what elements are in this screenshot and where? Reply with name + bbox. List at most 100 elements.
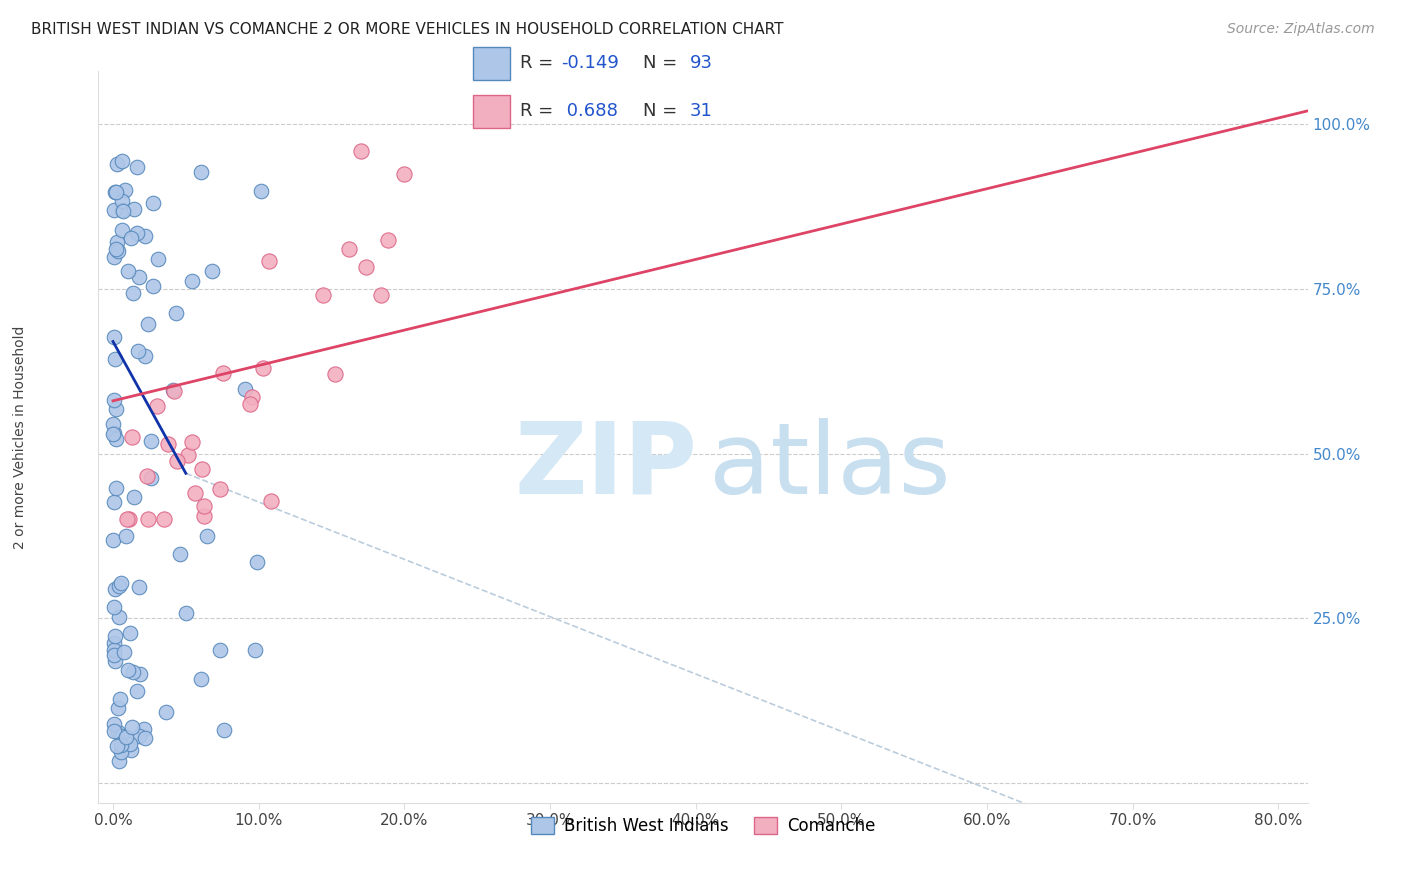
Point: [128, 270, 150, 285]
Point: [174, 607, 197, 621]
Point: [193, 500, 215, 514]
Point: [104, 582, 127, 596]
Point: [233, 382, 256, 396]
Point: [104, 185, 127, 199]
Point: [136, 317, 159, 331]
Point: [181, 274, 204, 288]
Point: [103, 635, 125, 649]
Point: [257, 253, 280, 268]
Point: [107, 579, 129, 593]
Point: [163, 384, 186, 398]
Point: [128, 581, 150, 595]
Point: [127, 684, 149, 698]
Text: Source: ZipAtlas.com: Source: ZipAtlas.com: [1227, 22, 1375, 37]
Point: [190, 672, 212, 686]
Point: [243, 643, 266, 657]
Point: [260, 494, 283, 508]
Point: [184, 485, 207, 500]
Text: 31: 31: [690, 102, 713, 120]
Point: [117, 264, 139, 278]
Point: [107, 700, 129, 714]
Point: [239, 397, 262, 411]
Text: N =: N =: [644, 102, 683, 120]
Point: [103, 724, 125, 739]
Point: [181, 434, 204, 449]
Point: [112, 203, 135, 218]
Point: [337, 242, 360, 256]
Point: [128, 729, 150, 743]
Point: [105, 235, 128, 249]
Point: [122, 490, 145, 504]
Point: [177, 448, 200, 462]
Point: [118, 512, 141, 526]
Point: [103, 203, 125, 218]
Text: ZIP: ZIP: [515, 417, 697, 515]
Point: [114, 183, 136, 197]
Point: [122, 202, 145, 217]
Point: [155, 706, 177, 720]
Point: [114, 529, 136, 543]
Point: [139, 434, 162, 448]
Point: [110, 576, 132, 591]
Point: [165, 306, 187, 320]
Point: [105, 185, 128, 199]
Point: [162, 383, 184, 397]
Point: [110, 729, 132, 743]
Point: [110, 692, 132, 706]
Point: [193, 509, 215, 524]
Point: [103, 425, 125, 440]
Point: [370, 288, 392, 302]
Point: [115, 731, 138, 745]
Point: [191, 461, 214, 475]
Point: [125, 160, 148, 174]
Point: [101, 427, 124, 442]
Point: [252, 360, 274, 375]
Point: [214, 723, 236, 738]
Text: R =: R =: [520, 102, 558, 120]
Point: [103, 642, 125, 657]
Point: [103, 716, 125, 731]
Point: [392, 167, 415, 181]
Point: [120, 737, 142, 751]
Text: R =: R =: [520, 54, 558, 72]
Point: [103, 251, 125, 265]
Text: N =: N =: [644, 54, 683, 72]
Point: [111, 194, 134, 208]
Point: [104, 242, 127, 256]
Point: [103, 599, 125, 614]
Point: [108, 610, 131, 624]
Point: [107, 244, 129, 258]
Point: [101, 533, 124, 547]
Point: [104, 655, 127, 669]
Point: [201, 264, 224, 278]
Point: [103, 648, 125, 662]
Point: [166, 454, 188, 468]
Point: [117, 512, 139, 526]
Point: [104, 432, 127, 446]
Point: [120, 743, 142, 757]
Point: [103, 417, 125, 431]
Point: [103, 330, 125, 344]
Point: [105, 157, 128, 171]
Point: [120, 231, 142, 245]
Point: [110, 738, 132, 752]
Point: [128, 667, 150, 681]
Point: [136, 512, 159, 526]
Point: [350, 144, 373, 158]
Point: [118, 626, 141, 640]
Point: [195, 528, 218, 542]
Point: [110, 745, 132, 759]
Point: [354, 260, 377, 275]
Point: [169, 547, 191, 561]
Y-axis label: 2 or more Vehicles in Household: 2 or more Vehicles in Household: [13, 326, 27, 549]
Point: [146, 252, 169, 266]
Point: [134, 349, 156, 363]
Point: [134, 731, 156, 746]
Point: [121, 429, 143, 443]
Point: [103, 392, 125, 407]
Point: [104, 481, 127, 495]
Point: [246, 555, 269, 569]
Point: [209, 483, 232, 497]
Point: [134, 722, 156, 736]
Point: [107, 725, 129, 739]
